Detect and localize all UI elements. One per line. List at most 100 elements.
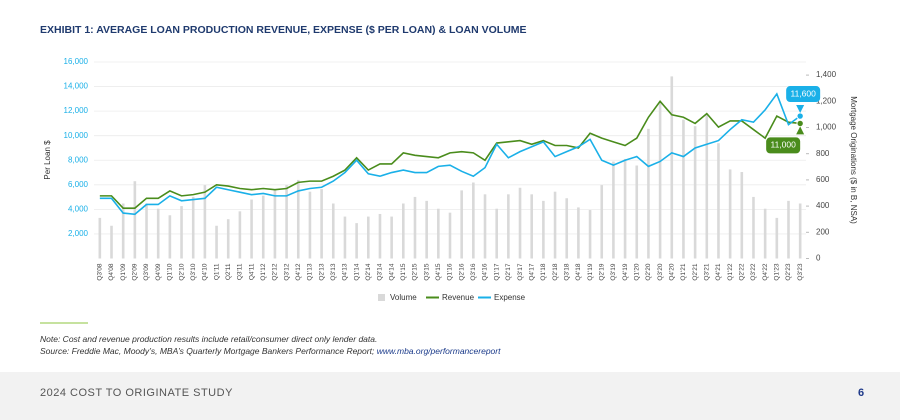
bar xyxy=(285,185,288,259)
bar xyxy=(320,189,323,259)
value-label: 11,600 xyxy=(790,88,816,98)
bar xyxy=(238,211,242,259)
bar xyxy=(728,169,732,259)
x-tick-label: Q1'10 xyxy=(167,263,174,281)
x-tick-label: Q2'21 xyxy=(692,263,699,281)
source: Source: Freddie Mac, Moody’s, MBA’s Quar… xyxy=(40,346,500,356)
x-tick-label: Q1'19 xyxy=(587,263,594,281)
source-text: Source: Freddie Mac, Moody’s, MBA’s Quar… xyxy=(40,346,377,356)
bar xyxy=(168,215,172,259)
y-tick-label: 6,000 xyxy=(68,180,89,189)
x-tick-label: Q2'20 xyxy=(645,263,652,281)
bar xyxy=(623,158,627,259)
x-tick-label: Q4'16 xyxy=(482,263,489,281)
y-tick-label: 8,000 xyxy=(68,155,89,164)
x-tick-label: Q3'18 xyxy=(563,263,570,281)
bar xyxy=(308,191,312,259)
footer-title: 2024 COST TO ORIGINATE STUDY xyxy=(40,387,233,399)
bar xyxy=(343,216,347,259)
x-tick-label: Q1'13 xyxy=(307,263,314,281)
x-tick-label: Q4'20 xyxy=(668,263,675,281)
bar xyxy=(448,212,452,259)
x-tick-label: Q1'16 xyxy=(447,263,454,281)
point xyxy=(796,119,804,128)
x-tick-label: Q3'19 xyxy=(610,263,617,281)
footer-band xyxy=(0,372,900,420)
bar xyxy=(635,165,639,259)
x-tick-label: Q2'12 xyxy=(272,263,279,281)
bar xyxy=(775,217,779,259)
bar xyxy=(670,76,674,259)
x-tick-label: Q1'11 xyxy=(213,263,220,280)
bar xyxy=(693,126,697,259)
x-tick-label: Q1'22 xyxy=(727,263,734,281)
bar xyxy=(261,195,265,259)
bar xyxy=(553,191,557,259)
bar xyxy=(740,172,744,259)
bar xyxy=(121,203,125,259)
x-tick-label: Q3'11 xyxy=(237,263,244,280)
chart-title: EXHIBIT 1: AVERAGE LOAN PRODUCTION REVEN… xyxy=(40,24,527,36)
x-tick-label: Q4'17 xyxy=(528,263,535,281)
point xyxy=(796,112,804,120)
bar xyxy=(763,208,767,259)
x-tick-label: Q4'12 xyxy=(295,263,302,281)
x-tick-label: Q1'14 xyxy=(353,263,360,281)
x-tick-label: Q4'18 xyxy=(575,263,582,281)
bar xyxy=(203,185,207,259)
y2-tick-label: 200 xyxy=(816,227,830,236)
x-tick-label: Q3'21 xyxy=(704,263,711,281)
x-tick-label: Q4'10 xyxy=(202,263,209,281)
x-tick-label: Q4'13 xyxy=(342,263,349,281)
x-tick-label: Q3'15 xyxy=(423,263,430,281)
bar xyxy=(647,128,650,259)
note: Note: Cost and revenue production result… xyxy=(40,334,378,344)
x-tick-label: Q2'16 xyxy=(458,263,465,281)
y-tick-label: 4,000 xyxy=(68,204,89,213)
x-tick-label: Q3'13 xyxy=(330,263,337,281)
x-tick-label: Q1'18 xyxy=(540,263,547,281)
y2-tick-label: 0 xyxy=(816,254,821,263)
bar xyxy=(355,223,358,259)
legend-swatch xyxy=(378,294,385,301)
legend-label: Revenue xyxy=(442,293,475,302)
y2-tick-label: 1,000 xyxy=(816,123,837,132)
bar xyxy=(226,219,230,259)
x-tick-label: Q3'23 xyxy=(797,263,804,281)
x-tick-label: Q2'19 xyxy=(598,263,605,281)
x-tick-label: Q2'09 xyxy=(132,263,139,281)
bar xyxy=(273,189,277,259)
x-tick-label: Q4'19 xyxy=(622,263,629,281)
bar xyxy=(156,208,160,259)
x-tick-label: Q3'16 xyxy=(470,263,477,281)
bar xyxy=(215,225,218,259)
y2-tick-label: 800 xyxy=(816,149,830,158)
source-link[interactable]: www.mba.org/performancereport xyxy=(376,346,501,356)
x-tick-label: Q4'21 xyxy=(715,263,722,281)
x-tick-label: Q3'22 xyxy=(750,263,757,281)
value-label: 11,000 xyxy=(770,140,796,150)
x-tick-label: Q3'10 xyxy=(190,263,197,281)
bar xyxy=(331,203,335,259)
bar xyxy=(658,101,662,259)
bar xyxy=(507,194,510,259)
y2-tick-label: 600 xyxy=(816,175,830,184)
x-tick-label: Q3'14 xyxy=(377,263,384,281)
bar xyxy=(682,119,685,259)
bar xyxy=(390,216,393,259)
page-number: 6 xyxy=(858,387,864,399)
bar xyxy=(577,207,580,259)
bar xyxy=(612,161,615,259)
y-tick-label: 10,000 xyxy=(64,131,89,140)
x-tick-label: Q2'15 xyxy=(412,263,419,281)
x-tick-label: Q1'21 xyxy=(680,263,687,281)
x-tick-label: Q2'14 xyxy=(365,263,372,281)
y2-tick-label: 400 xyxy=(816,201,830,210)
x-tick-label: Q2'23 xyxy=(785,263,792,281)
x-tick-label: Q2'11 xyxy=(225,263,232,280)
x-tick-label: Q2'22 xyxy=(739,263,746,281)
bar xyxy=(437,208,440,259)
bar xyxy=(705,114,709,259)
x-tick-label: Q4'15 xyxy=(435,263,442,281)
